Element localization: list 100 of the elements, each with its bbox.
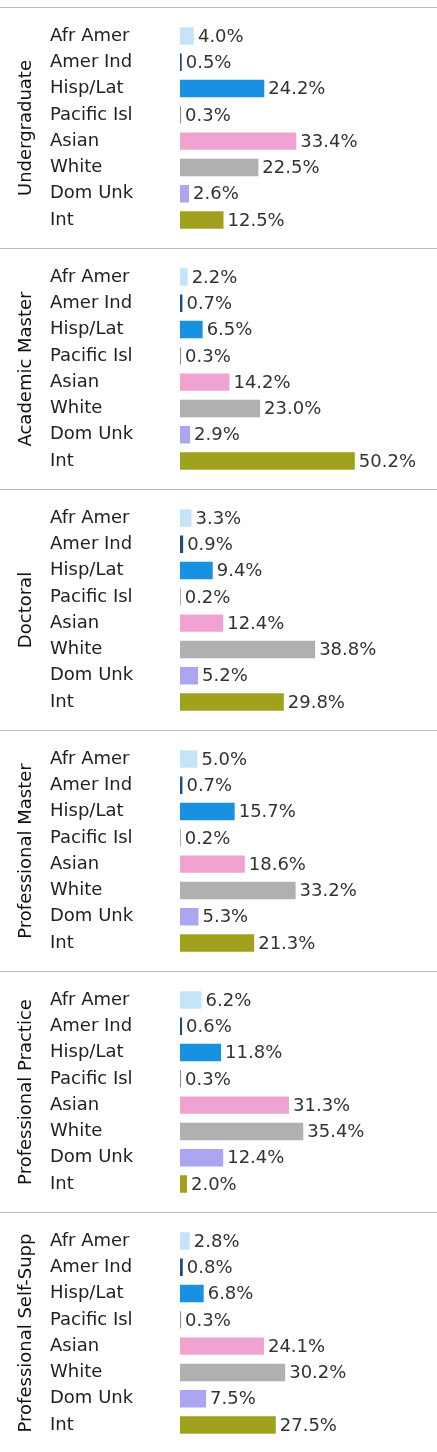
data-label: 21.3% [258, 931, 316, 953]
data-label: 29.8% [287, 690, 345, 712]
data-label: 0.7% [186, 291, 233, 313]
bar [180, 855, 245, 873]
text: Undergraduate [13, 59, 35, 197]
data-label: 5.2% [202, 664, 248, 686]
bar [180, 640, 316, 659]
bar [180, 614, 224, 632]
bar [180, 750, 198, 768]
y-tick-label: Amer Ind [50, 49, 133, 71]
data-label: 35.4% [307, 1120, 365, 1142]
data-label: 12.5% [227, 208, 285, 230]
y-tick-label: Afr Amer [50, 1228, 131, 1250]
bar [180, 268, 188, 286]
y-tick-label: Pacific Isl [50, 343, 133, 365]
data-label: 0.8% [186, 1255, 233, 1277]
y-tick-label: Int [50, 1412, 74, 1434]
data-label: 0.6% [186, 1014, 232, 1036]
y-tick-label: Pacific Isl [50, 584, 133, 606]
bar [180, 158, 259, 177]
data-label: 0.9% [187, 532, 233, 554]
bar [180, 1043, 222, 1062]
data-label: 33.2% [299, 879, 357, 901]
bar [180, 1363, 286, 1382]
bar [180, 802, 235, 821]
data-label: 3.3% [195, 506, 242, 528]
data-label: 23.0% [264, 397, 322, 419]
data-label: 14.2% [233, 370, 291, 392]
y-tick-label: Dom Unk [50, 1145, 134, 1167]
data-label: 9.4% [216, 559, 263, 581]
bar [180, 211, 224, 229]
y-tick-label: Dom Unk [50, 422, 134, 444]
y-tick-label: Int [50, 448, 74, 470]
y-tick-label: Asian [50, 369, 100, 391]
data-label: 0.3% [185, 103, 231, 125]
data-label: 22.5% [262, 156, 320, 178]
text: Professional Self-Supp [13, 1233, 35, 1433]
y-tick-label: Hisp/Lat [50, 317, 124, 339]
data-label: 2.6% [193, 182, 239, 204]
y-tick-label: Dom Unk [50, 904, 134, 926]
bar [180, 1232, 190, 1250]
bar [180, 561, 213, 580]
data-label: 27.5% [279, 1413, 337, 1435]
data-label: 0.7% [186, 773, 233, 795]
y-tick-label: Pacific Isl [50, 1066, 133, 1088]
y-tick-label: Hisp/Lat [50, 76, 124, 98]
bar [180, 1175, 187, 1193]
data-label: 15.7% [238, 800, 296, 822]
data-label: 0.2% [184, 826, 231, 848]
data-label: 5.0% [201, 747, 248, 769]
data-label: 0.2% [184, 585, 231, 607]
y-tick-label: Afr Amer [50, 505, 131, 527]
data-label: 2.8% [193, 1229, 240, 1251]
bar [180, 991, 202, 1009]
y-tick-label: White [50, 396, 103, 418]
y-tick-label: Pacific Isl [50, 825, 133, 847]
bar [180, 399, 261, 418]
y-tick-label: Amer Ind [50, 1254, 133, 1276]
bar [180, 881, 296, 900]
data-label: 12.4% [227, 1146, 285, 1168]
y-tick-label: White [50, 1119, 103, 1141]
bar [180, 373, 230, 391]
data-label: 5.3% [202, 905, 249, 927]
bar [180, 426, 191, 444]
y-tick-label: White [50, 637, 103, 659]
data-label: 33.4% [300, 129, 358, 151]
bar [180, 1337, 264, 1355]
text: Doctoral [13, 571, 35, 649]
data-label: 2.0% [190, 1172, 237, 1194]
data-label: 50.2% [358, 449, 417, 471]
data-label: 0.3% [185, 1308, 231, 1330]
bar [180, 509, 192, 527]
text: Professional Master [13, 762, 35, 939]
data-label: 38.8% [319, 638, 377, 660]
bar [180, 934, 255, 952]
data-label: 2.2% [191, 265, 238, 287]
bar [180, 1390, 207, 1408]
bar [180, 1017, 183, 1035]
y-tick-label: Afr Amer [50, 264, 131, 286]
y-tick-label: Hisp/Lat [50, 1040, 124, 1062]
data-label: 7.5% [210, 1387, 256, 1409]
bar [180, 693, 284, 711]
bar [180, 320, 203, 339]
y-tick-label: Dom Unk [50, 663, 134, 685]
data-label: 11.8% [225, 1041, 283, 1063]
y-tick-label: Int [50, 1171, 74, 1193]
y-tick-label: Hisp/Lat [50, 558, 124, 580]
y-tick-label: Int [50, 930, 74, 952]
y-tick-label: Asian [50, 1092, 100, 1114]
data-label: 0.3% [185, 1067, 231, 1089]
data-label: 6.2% [205, 988, 252, 1010]
bar [180, 185, 190, 203]
data-label: 2.9% [194, 423, 240, 445]
y-tick-label: Amer Ind [50, 290, 133, 312]
text: Academic Master [13, 290, 35, 447]
data-label: 24.1% [267, 1334, 326, 1356]
bar [180, 1122, 304, 1141]
y-tick-label: Dom Unk [50, 1386, 134, 1408]
y-tick-label: Amer Ind [50, 772, 133, 794]
bar [180, 535, 184, 553]
